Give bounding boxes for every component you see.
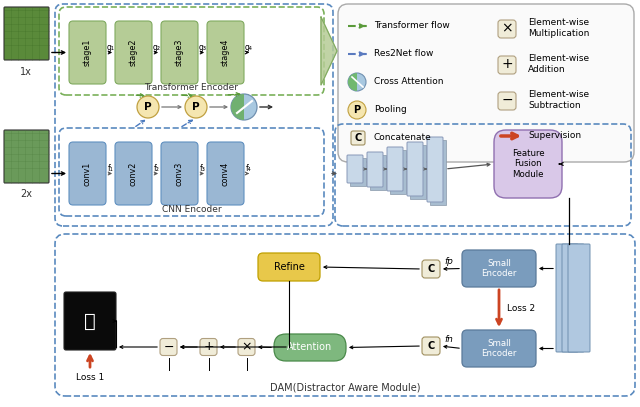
Circle shape (185, 96, 207, 118)
FancyBboxPatch shape (200, 339, 217, 355)
FancyBboxPatch shape (69, 21, 106, 84)
FancyBboxPatch shape (351, 131, 365, 145)
Text: f₃: f₃ (200, 164, 205, 173)
FancyBboxPatch shape (568, 244, 590, 352)
Text: C: C (428, 341, 435, 351)
Circle shape (137, 96, 159, 118)
Polygon shape (321, 17, 337, 85)
Text: conv4: conv4 (221, 161, 230, 186)
Text: g₃: g₃ (198, 43, 207, 52)
FancyBboxPatch shape (4, 130, 49, 183)
Text: Element-wise
Subtraction: Element-wise Subtraction (528, 90, 589, 110)
Text: ⛹: ⛹ (84, 311, 96, 330)
Text: f₄: f₄ (246, 164, 252, 173)
FancyBboxPatch shape (207, 21, 244, 84)
Text: C: C (428, 264, 435, 274)
Text: 2x: 2x (20, 189, 32, 199)
FancyBboxPatch shape (556, 244, 578, 352)
Text: stage4: stage4 (221, 39, 230, 66)
Text: g₄: g₄ (245, 43, 253, 52)
Text: Feature
Fusion
Module: Feature Fusion Module (512, 149, 544, 179)
Text: f₁: f₁ (108, 164, 113, 173)
FancyBboxPatch shape (422, 260, 440, 278)
FancyBboxPatch shape (562, 244, 584, 352)
FancyBboxPatch shape (367, 152, 383, 187)
FancyBboxPatch shape (207, 142, 244, 205)
Text: Small
Encoder: Small Encoder (481, 339, 516, 358)
Text: f₂: f₂ (154, 164, 159, 173)
FancyBboxPatch shape (338, 4, 634, 162)
Text: conv3: conv3 (175, 161, 184, 186)
Text: +: + (203, 341, 214, 354)
Circle shape (348, 73, 366, 91)
FancyBboxPatch shape (387, 147, 403, 191)
Text: stage1: stage1 (83, 39, 92, 66)
Text: +: + (501, 57, 513, 71)
Text: g₂: g₂ (152, 43, 161, 52)
Text: fp: fp (444, 258, 453, 267)
Text: Concatenate: Concatenate (374, 133, 432, 142)
Text: −: − (163, 341, 173, 354)
Text: Loss 1: Loss 1 (76, 374, 104, 383)
FancyBboxPatch shape (370, 155, 386, 190)
Text: Cross Attention: Cross Attention (374, 77, 444, 87)
FancyBboxPatch shape (115, 142, 152, 205)
FancyBboxPatch shape (462, 330, 536, 367)
FancyBboxPatch shape (422, 337, 440, 355)
FancyBboxPatch shape (69, 142, 106, 205)
FancyBboxPatch shape (64, 292, 116, 350)
FancyBboxPatch shape (498, 20, 516, 38)
Text: Res2Net flow: Res2Net flow (374, 50, 433, 59)
FancyBboxPatch shape (410, 145, 426, 199)
Text: 1x: 1x (20, 67, 32, 77)
FancyBboxPatch shape (115, 21, 152, 84)
Text: Refine: Refine (273, 262, 305, 272)
Text: Loss 2: Loss 2 (507, 304, 535, 313)
FancyBboxPatch shape (430, 140, 446, 205)
FancyBboxPatch shape (350, 158, 366, 186)
Text: ×: × (241, 341, 252, 354)
Text: Attention: Attention (287, 343, 333, 352)
FancyBboxPatch shape (498, 92, 516, 110)
FancyBboxPatch shape (258, 253, 320, 281)
FancyBboxPatch shape (462, 250, 536, 287)
Wedge shape (231, 94, 244, 120)
Text: stage2: stage2 (129, 39, 138, 66)
FancyBboxPatch shape (407, 142, 423, 196)
Text: Element-wise
Addition: Element-wise Addition (528, 54, 589, 74)
Text: ×: × (501, 21, 513, 35)
Text: stage3: stage3 (175, 39, 184, 66)
FancyBboxPatch shape (238, 339, 255, 355)
FancyBboxPatch shape (160, 339, 177, 355)
Text: Pooling: Pooling (374, 105, 407, 114)
Text: Element-wise
Multiplication: Element-wise Multiplication (528, 18, 589, 38)
Text: Supervision: Supervision (528, 131, 581, 140)
Text: C: C (355, 133, 362, 143)
Text: −: − (501, 93, 513, 107)
FancyBboxPatch shape (347, 155, 363, 183)
FancyBboxPatch shape (4, 7, 49, 60)
FancyBboxPatch shape (390, 150, 406, 194)
Text: fn: fn (444, 335, 453, 344)
Wedge shape (348, 73, 357, 91)
Text: DAM(Distractor Aware Module): DAM(Distractor Aware Module) (269, 383, 420, 393)
FancyBboxPatch shape (274, 334, 346, 361)
Text: P: P (144, 102, 152, 112)
FancyBboxPatch shape (494, 130, 562, 198)
Text: Transformer Encoder: Transformer Encoder (145, 83, 239, 92)
FancyBboxPatch shape (161, 142, 198, 205)
Text: conv2: conv2 (129, 161, 138, 186)
Text: P: P (353, 105, 360, 115)
FancyBboxPatch shape (427, 137, 443, 202)
Text: conv1: conv1 (83, 161, 92, 186)
FancyBboxPatch shape (161, 21, 198, 84)
Text: g₁: g₁ (107, 43, 115, 52)
Text: P: P (192, 102, 200, 112)
Text: Transformer flow: Transformer flow (374, 22, 450, 31)
FancyBboxPatch shape (498, 56, 516, 74)
Text: Small
Encoder: Small Encoder (481, 259, 516, 278)
Text: CNN Encoder: CNN Encoder (162, 204, 221, 214)
Circle shape (348, 101, 366, 119)
Circle shape (231, 94, 257, 120)
